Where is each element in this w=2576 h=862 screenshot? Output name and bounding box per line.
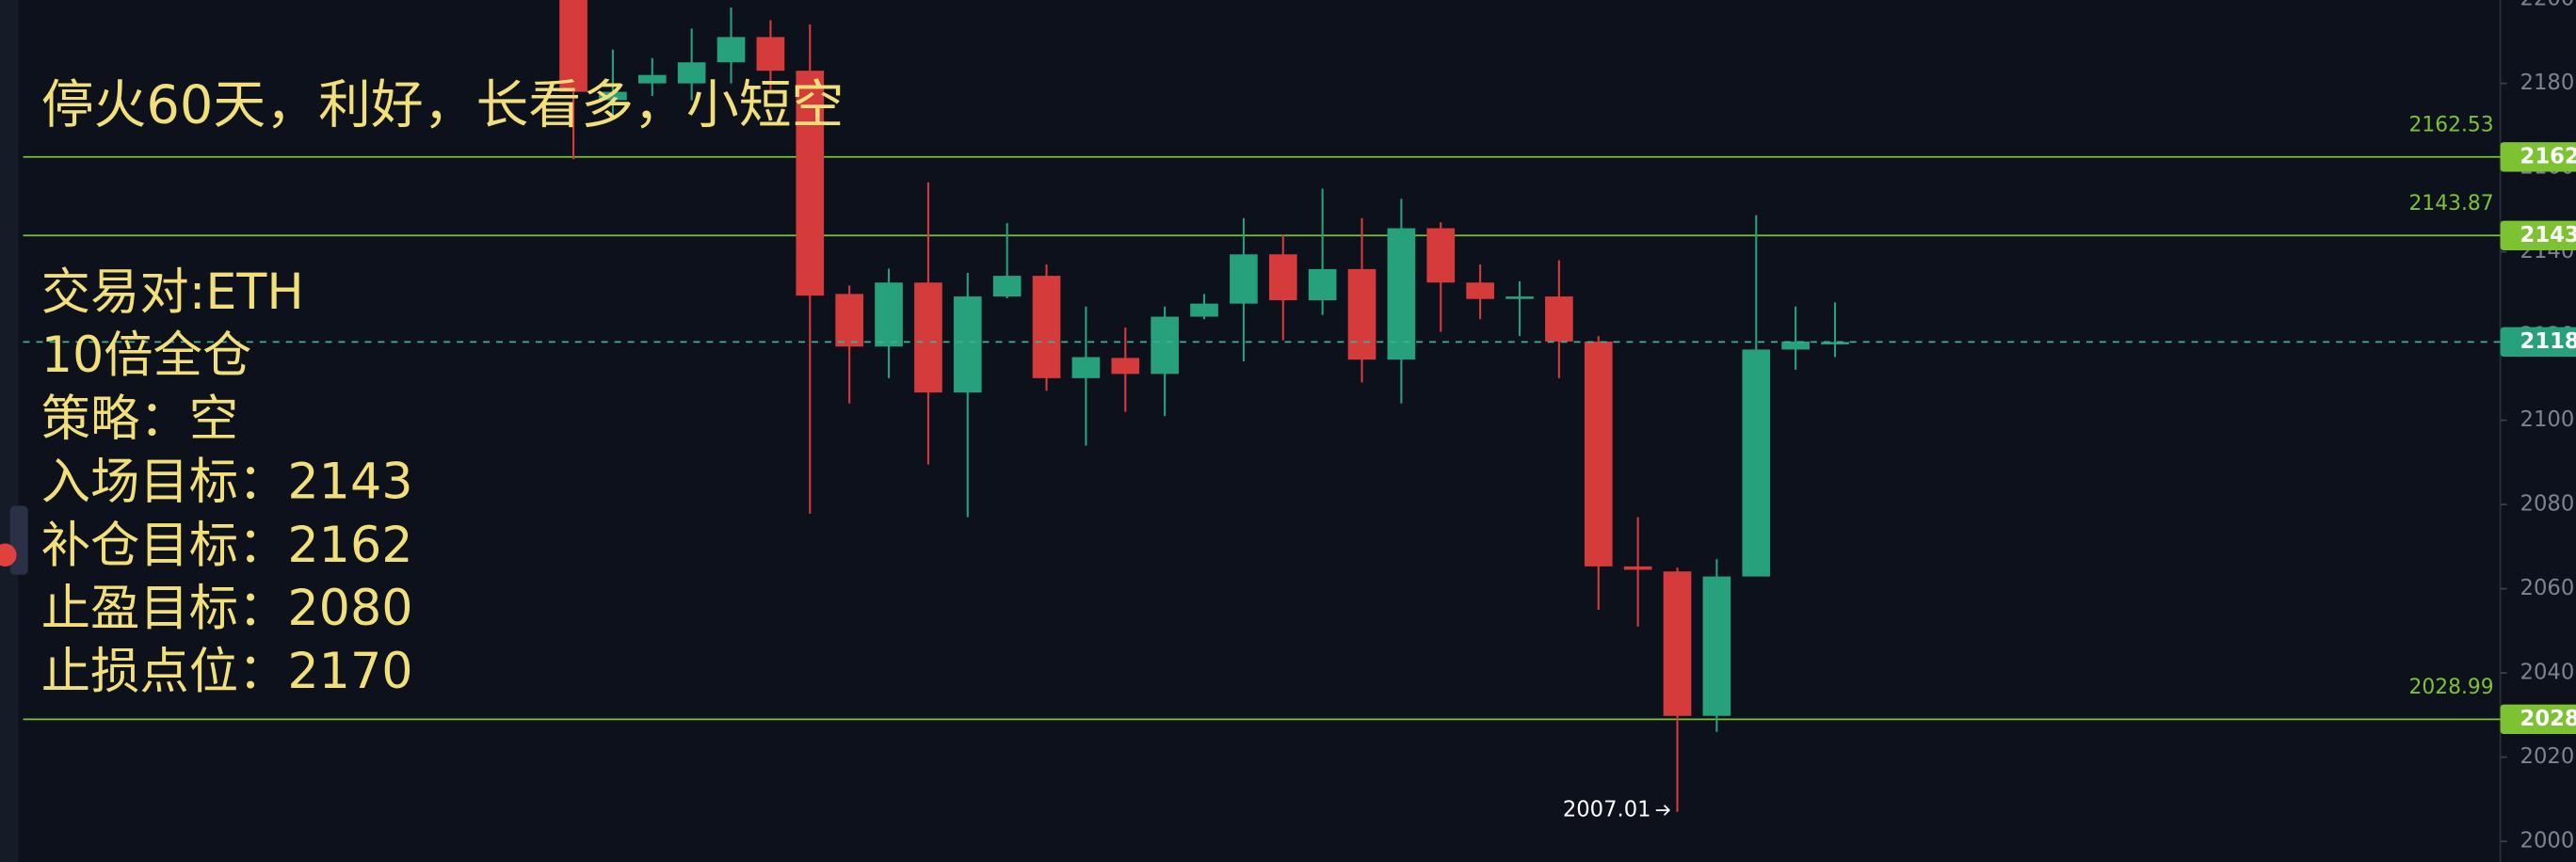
side-tab[interactable]: [9, 505, 28, 575]
candle-body: [992, 276, 1022, 297]
note-line: 止盈目标：2080: [41, 580, 413, 637]
candle-body: [835, 294, 863, 347]
candle-body: [796, 71, 825, 296]
y-tick-label: 2080.00: [2520, 492, 2576, 517]
note-line: 入场目标：2143: [41, 454, 413, 511]
candle-body: [1742, 349, 1771, 577]
note-line: 10倍全仓: [41, 327, 252, 384]
candle-body: [1032, 276, 1061, 378]
note-line: 止损点位：2170: [41, 643, 413, 700]
candle-body: [953, 296, 982, 393]
y-tick-label: 2040.00: [2520, 661, 2576, 685]
candle-body: [677, 62, 706, 84]
y-tick-label: 2200.00: [2520, 0, 2576, 11]
candle-body: [1230, 254, 1258, 304]
low-arrow: [1655, 805, 1671, 816]
price-tag-label: 2162.53: [2520, 144, 2576, 168]
price-line-label: 2162.53: [2409, 114, 2494, 137]
candle-body: [1387, 228, 1416, 360]
note-line: 交易对:ETH: [41, 263, 304, 321]
candle-body: [1071, 357, 1101, 378]
candle-body: [914, 282, 942, 393]
y-tick-label: 2020.00: [2520, 744, 2576, 769]
candle-body: [1505, 296, 1534, 299]
candle-body: [1268, 254, 1297, 301]
candle-body: [1151, 316, 1179, 375]
chart-title: 停火60天，利好，长看多，小短空: [41, 74, 845, 136]
y-tick-label: 2180.00: [2520, 71, 2576, 95]
price-line-label: 2028.99: [2409, 676, 2494, 699]
y-tick-label: 2000.00: [2520, 829, 2576, 854]
price-tag-label: 2028.99: [2520, 707, 2576, 731]
candle-body: [559, 0, 588, 92]
candle-body: [756, 37, 785, 72]
y-tick-label: 2100.00: [2520, 407, 2576, 432]
candle-body: [1466, 282, 1494, 299]
candle-body: [1781, 341, 1810, 350]
price-tag: [2500, 142, 2576, 172]
plot: 2000.00 2020.00 2040.00 2060.00 2080.00 2100.…: [23, 0, 2576, 854]
candle-body: [1821, 342, 1849, 344]
left-strip: [0, 0, 19, 862]
candle-body: [1663, 571, 1692, 716]
y-tick-label: 2060.00: [2520, 576, 2576, 600]
candle-body: [1190, 303, 1218, 317]
note-line: 策略：空: [41, 390, 238, 447]
price-tag: [2500, 704, 2576, 735]
candle-body: [1584, 341, 1613, 567]
price-line-label: 2143.87: [2409, 192, 2494, 216]
low-label: 2007.01: [1563, 797, 1651, 822]
candle-body: [637, 74, 667, 84]
price-tag-label: 2143.87: [2520, 223, 2576, 247]
price-tag: [2500, 220, 2576, 250]
candle-body: [1426, 228, 1456, 283]
candle-body: [1347, 268, 1377, 360]
candle-body: [875, 282, 903, 347]
candle-body: [1702, 576, 1731, 716]
candle-body: [1623, 566, 1652, 570]
candle-body: [599, 91, 627, 101]
alert-badge: [0, 543, 17, 567]
candle-body: [1111, 358, 1140, 375]
candle-body: [716, 37, 746, 63]
candle-body: [1308, 268, 1337, 301]
last-price-tag: [2500, 327, 2576, 358]
note-line: 补仓目标：2162: [41, 517, 413, 574]
last-price-label: 2118.6: [2520, 329, 2576, 354]
candle-body: [1545, 296, 1573, 342]
